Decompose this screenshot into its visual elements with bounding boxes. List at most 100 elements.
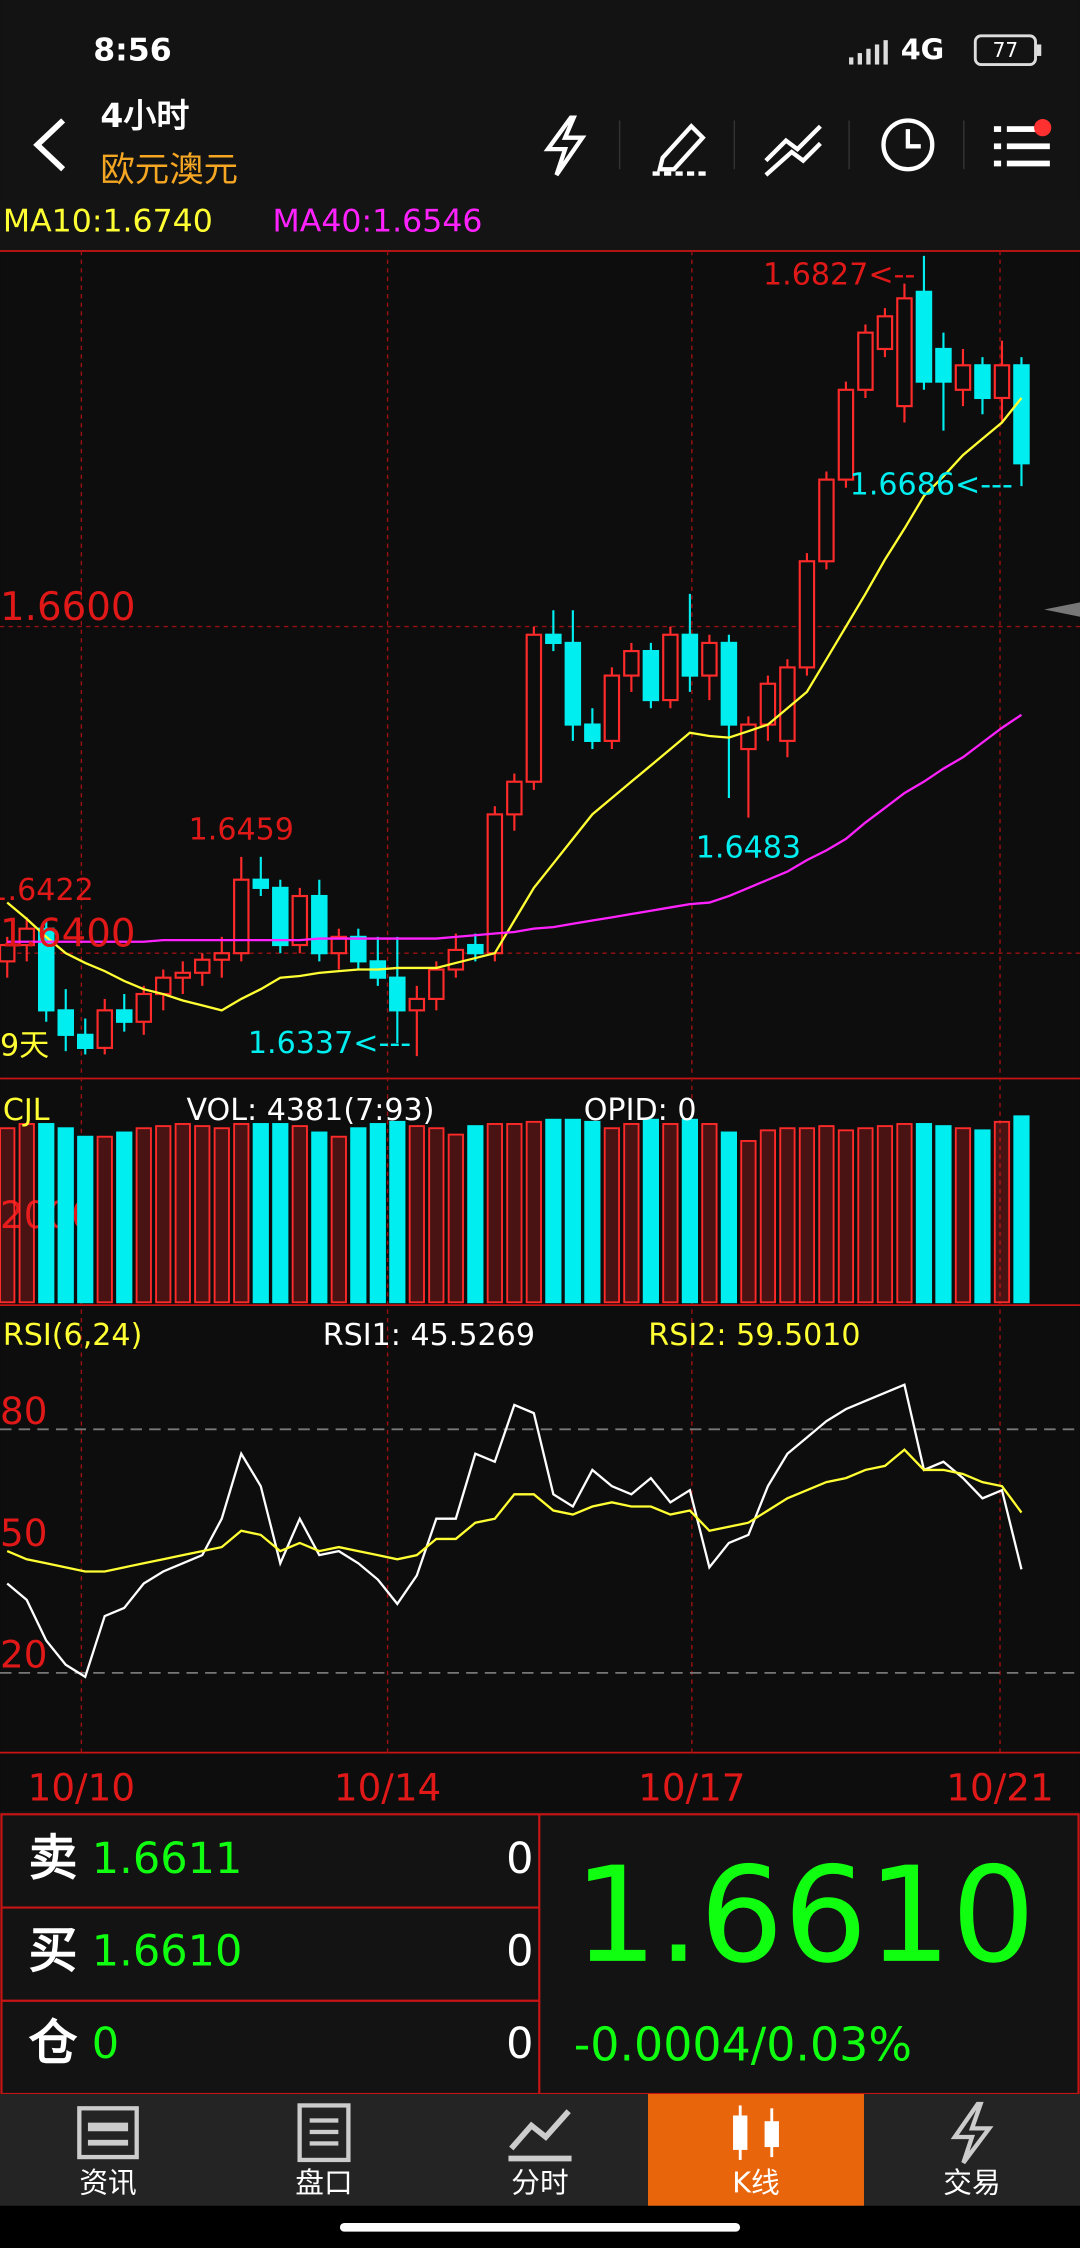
candle-body [447,948,465,971]
candle-body [408,997,426,1012]
volume-bar [330,1135,347,1304]
volume-bar [545,1118,562,1304]
candle-body [525,633,543,783]
rsi-tick-label: 50 [0,1511,47,1555]
scroll-handle[interactable] [1044,602,1080,617]
legend-entry: MA40:1.6546 [273,203,483,239]
candle-body [545,633,562,644]
candle-body [954,364,972,391]
tab[interactable]: K线 [647,2093,864,2206]
candle-body [740,723,757,751]
volume-bar [915,1123,933,1304]
candle-body [701,641,718,677]
candle-body [681,633,699,677]
volume-bar [389,1120,406,1304]
candle-body [818,478,835,563]
volume-info: OPID: 0 [584,1093,697,1128]
status-time: 8:56 [93,33,171,69]
volume-bar [954,1127,972,1304]
volume-bar [740,1140,757,1304]
tab[interactable]: 盘口 [295,2103,353,2199]
tab[interactable]: 交易 [943,2101,1001,2199]
tab-icon [77,2106,139,2160]
volume-bar [662,1123,679,1304]
candle-body [915,290,933,383]
price-annotation: 1.6459 [189,813,294,848]
y-tick-label: 1.6400 [0,911,135,956]
candle-body [896,297,913,408]
volume-bar [252,1123,269,1304]
volume-bar [291,1125,308,1304]
volume-bar [38,1123,55,1304]
tab-icon-part [297,2103,351,2163]
volume-bar [350,1127,367,1304]
last-price: 1.6610 [574,1840,1036,1993]
home-indicator[interactable] [339,2223,741,2232]
tab-icon-part [509,2109,571,2151]
candle-body [174,971,192,979]
volume-bar [0,1127,16,1304]
volume-bar [642,1118,659,1304]
battery-level: 77 [993,38,1019,62]
period-title: 4小时 [100,96,189,135]
quote-qty: 0 [506,1834,533,1884]
quote-panel: 卖 1.6611 0买 1.6610 0仓 0 0 [29,1831,534,2072]
volume-bar [779,1127,796,1304]
volume-bar [623,1123,640,1304]
candle-body [0,943,16,963]
battery-icon [973,34,1037,66]
candle-body [974,364,991,400]
indicator-icon[interactable] [764,124,822,177]
volume-bar [857,1127,874,1304]
clock-icon[interactable] [881,118,935,172]
volume-bar [174,1123,191,1304]
battery-tip [1036,44,1042,56]
volume-bar [525,1120,542,1304]
menu-icon[interactable] [993,119,1052,167]
tab-label: 资讯 [79,2165,136,2199]
tab-icon [297,2103,351,2163]
tab-icon [950,2101,994,2165]
price-annotation: 1.6422 [0,873,94,908]
volume-bar [272,1123,289,1304]
candle-body [135,992,153,1023]
candle-body [428,968,445,1000]
candle-body [506,780,523,816]
volume-bar [935,1125,952,1304]
quote-label: 卖 [29,1831,78,1887]
tab-label: 交易 [943,2165,1000,2199]
candle-body [857,331,874,391]
volume-bar [428,1127,445,1304]
volume-bar [876,1125,894,1304]
rsi-tick-label: 20 [0,1633,47,1677]
candle-body [96,1009,114,1049]
quote-qty: 0 [506,2019,533,2069]
candle-body [311,894,328,955]
candle-body [720,641,738,726]
candle-body [642,650,660,702]
tab[interactable]: 资讯 [77,2106,139,2199]
quote-label: 买 [29,1923,78,1979]
flash-icon[interactable] [543,115,587,177]
tab-icon-part [309,2129,339,2135]
volume-bar [603,1127,620,1304]
volume-title: CJL [3,1093,50,1128]
legend-entry: RSI2: 59.5010 [648,1318,860,1353]
candle-body [233,878,250,955]
volume-bar [155,1125,172,1304]
volume-bar [369,1123,386,1304]
candle-body [350,935,367,963]
draw-icon[interactable] [652,123,709,176]
candle-body [1013,364,1030,465]
volume-bar [974,1129,991,1304]
legend-entry: RSI1: 45.5269 [323,1318,535,1353]
rsi-tick-label: 80 [0,1389,47,1433]
candle-body [37,927,55,1012]
volume-bar [1013,1115,1030,1304]
volume-bar [116,1131,133,1304]
back-button[interactable] [33,118,66,172]
volume-bar [467,1125,484,1304]
tab[interactable]: 分时 [508,2109,572,2199]
plots [0,255,1030,1679]
